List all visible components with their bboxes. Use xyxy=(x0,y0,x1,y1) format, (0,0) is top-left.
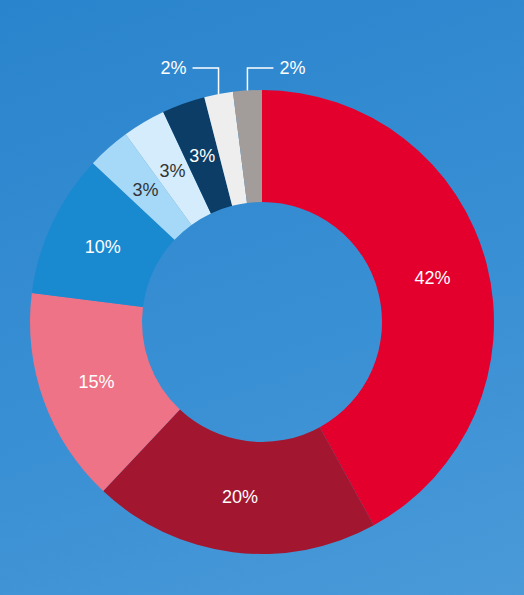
svg-text:42%: 42% xyxy=(414,268,450,288)
svg-text:15%: 15% xyxy=(78,372,114,392)
svg-text:3%: 3% xyxy=(159,161,185,181)
svg-text:10%: 10% xyxy=(85,237,121,257)
svg-text:2%: 2% xyxy=(161,58,187,78)
svg-text:20%: 20% xyxy=(222,487,258,507)
svg-text:3%: 3% xyxy=(133,180,159,200)
svg-text:3%: 3% xyxy=(189,146,215,166)
svg-text:2%: 2% xyxy=(279,58,305,78)
